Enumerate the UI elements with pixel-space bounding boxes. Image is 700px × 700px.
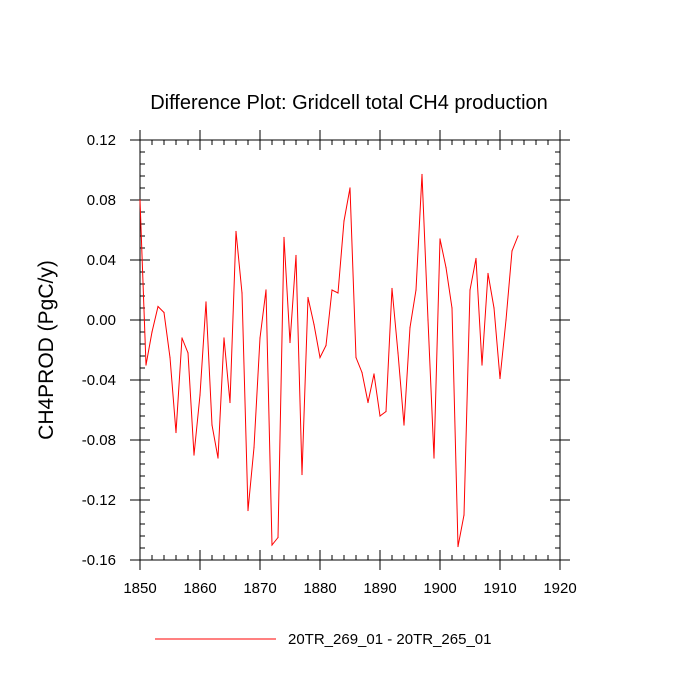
data-point — [307, 296, 309, 299]
y-tick-label: 0.12 — [87, 132, 116, 149]
data-point — [151, 331, 153, 333]
data-point — [313, 323, 315, 326]
data-point — [331, 289, 333, 291]
x-tick-label: 1860 — [183, 580, 216, 597]
x-tick-label: 1850 — [123, 580, 156, 597]
data-point — [259, 337, 261, 339]
data-point — [505, 319, 507, 321]
data-point — [139, 199, 141, 201]
y-axis-label: CH4PROD (PgC/y) — [35, 260, 58, 440]
x-tick-label: 1910 — [483, 580, 516, 597]
data-point — [325, 344, 327, 347]
legend-label: 20TR_269_01 - 20TR_265_01 — [288, 631, 491, 648]
data-point — [175, 431, 177, 434]
data-point — [433, 457, 435, 459]
data-point — [445, 266, 447, 269]
y-tick-label: -0.12 — [82, 492, 116, 509]
x-tick-label: 1880 — [303, 580, 336, 597]
data-point — [301, 473, 303, 476]
data-point — [439, 238, 441, 240]
y-tick-label: 0.08 — [87, 192, 116, 209]
data-point — [289, 341, 291, 344]
data-point — [487, 272, 489, 275]
data-point — [457, 545, 459, 548]
data-point — [145, 364, 147, 366]
data-point — [283, 236, 285, 239]
chart-title: Difference Plot: Gridcell total CH4 prod… — [150, 92, 548, 114]
data-point — [373, 373, 375, 375]
data-point — [265, 289, 267, 291]
data-point — [421, 173, 423, 176]
x-tick-label: 1920 — [543, 580, 576, 597]
data-point — [349, 187, 351, 189]
data-point — [427, 319, 429, 321]
data-point — [253, 446, 255, 449]
y-tick-label: -0.04 — [82, 372, 116, 389]
x-tick-label: 1870 — [243, 580, 276, 597]
minor-ticks — [140, 140, 560, 560]
data-point — [469, 289, 471, 291]
y-tick-label: 0.00 — [87, 312, 116, 329]
major-ticks — [130, 130, 570, 570]
data-point — [493, 307, 495, 309]
data-point — [361, 371, 363, 374]
series-line — [139, 174, 519, 547]
data-point — [319, 356, 321, 359]
data-point — [343, 220, 345, 222]
data-point — [385, 410, 387, 413]
data-point — [295, 254, 297, 257]
data-point — [403, 424, 405, 426]
data-point — [517, 235, 519, 237]
data-point — [481, 364, 483, 366]
data-point — [163, 311, 165, 314]
data-point — [211, 424, 213, 426]
data-point — [475, 257, 477, 260]
data-point — [463, 514, 465, 516]
x-tick-label: 1890 — [363, 580, 396, 597]
data-point — [199, 394, 201, 396]
data-point — [271, 544, 273, 546]
data-point — [247, 509, 249, 512]
data-point — [205, 301, 207, 303]
data-point — [337, 292, 339, 294]
plot-frame — [139, 139, 561, 561]
data-point — [157, 305, 159, 308]
y-tick-label: -0.16 — [82, 552, 116, 569]
data-point — [409, 326, 411, 329]
data-point — [499, 377, 501, 380]
data-point — [277, 536, 279, 539]
data-point — [415, 289, 417, 291]
data-point — [187, 352, 189, 354]
y-tick-label: -0.08 — [82, 432, 116, 449]
data-point — [169, 356, 171, 359]
data-point — [379, 415, 381, 417]
data-point — [451, 307, 453, 309]
data-point — [391, 287, 393, 290]
y-tick-label: 0.04 — [87, 252, 116, 269]
data-point — [367, 401, 369, 404]
data-point — [355, 356, 357, 359]
x-tick-label: 1900 — [423, 580, 456, 597]
data-point — [193, 454, 195, 456]
data-point — [511, 250, 513, 252]
legend: 20TR_269_01 - 20TR_265_01 — [155, 631, 491, 648]
data-point — [241, 292, 243, 294]
data-point — [397, 352, 399, 354]
series-layer — [139, 173, 519, 548]
tick-labels: 1850 1860 1870 1880 1890 1900 1910 1920 0.12 0.08… — [82, 132, 577, 597]
data-point — [217, 457, 219, 459]
data-point — [181, 337, 183, 339]
data-point — [223, 337, 225, 339]
data-point — [235, 230, 237, 233]
data-point — [229, 401, 231, 404]
